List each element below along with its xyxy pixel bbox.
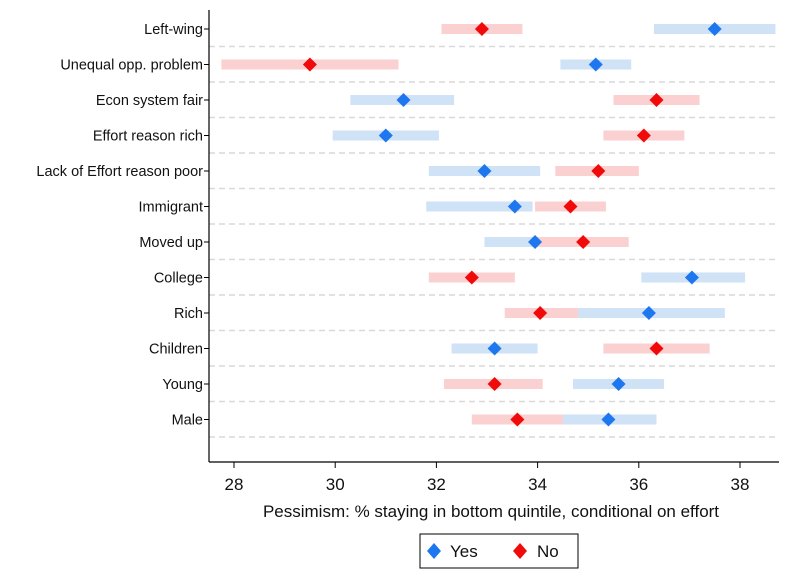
marker-yes-left-wing	[707, 22, 722, 36]
marker-no-lack-of-effort-reason-poor	[591, 164, 606, 178]
x-tick-label: 38	[731, 475, 750, 494]
category-label-left-wing: Left-wing	[144, 22, 203, 38]
marker-no-econ-system-fair	[649, 93, 664, 107]
marker-yes-male	[601, 412, 616, 427]
category-label-lack-of-effort-reason-poor: Lack of Effort reason poor	[36, 164, 203, 180]
marker-no-male	[510, 412, 525, 427]
x-tick-label: 34	[528, 475, 547, 494]
marker-no-college	[464, 270, 479, 285]
legend-no-label: No	[537, 542, 559, 561]
category-label-unequal-opp-problem: Unequal opp. problem	[60, 58, 203, 74]
marker-no-rich	[533, 306, 548, 320]
category-label-children: Children	[149, 342, 203, 358]
x-tick-label: 28	[225, 475, 244, 494]
marker-yes-rich	[641, 306, 656, 320]
category-labels: Left-wing Unequal opp. problem Econ system…	[36, 22, 209, 429]
x-tick-label: 32	[427, 475, 446, 494]
category-label-effort-reason-rich: Effort reason rich	[93, 129, 203, 145]
marker-no-moved-up	[576, 235, 591, 249]
marker-yes-immigrant	[507, 199, 522, 214]
legend-no-marker	[513, 543, 527, 559]
marker-yes-effort-reason-rich	[378, 128, 393, 143]
marker-yes-young	[611, 377, 626, 391]
marker-no-children	[649, 341, 664, 356]
marker-no-left-wing	[474, 22, 489, 36]
marker-no-young	[487, 377, 502, 391]
category-label-male: Male	[172, 413, 203, 429]
legend: Yes No	[419, 533, 579, 569]
point-markers	[302, 22, 722, 427]
category-label-young: Young	[162, 377, 203, 393]
marker-yes-econ-system-fair	[396, 93, 411, 107]
x-ticks: 28 30 32 34 36 38	[225, 462, 750, 494]
category-label-college: College	[154, 271, 203, 287]
legend-box	[419, 533, 579, 569]
x-tick-label: 30	[326, 475, 345, 494]
marker-yes-college	[684, 270, 699, 285]
category-label-rich: Rich	[174, 306, 203, 322]
ci-band-yes-moved-up	[484, 237, 568, 247]
marker-yes-unequal-opp-problem	[588, 57, 603, 72]
category-label-econ-system-fair: Econ system fair	[96, 93, 203, 109]
grid-lines	[209, 45, 779, 438]
ci-band-yes-immigrant	[426, 201, 533, 212]
legend-yes-label: Yes	[450, 542, 478, 561]
x-axis-title: Pessimism: % staying in bottom quintile,…	[263, 502, 719, 521]
marker-no-unequal-opp-problem	[302, 57, 317, 72]
axes	[208, 10, 779, 463]
marker-yes-lack-of-effort-reason-poor	[477, 164, 492, 178]
category-label-moved-up: Moved up	[139, 235, 203, 251]
marker-no-immigrant	[563, 199, 578, 214]
legend-yes-marker	[427, 543, 441, 559]
marker-yes-children	[487, 341, 502, 356]
marker-yes-moved-up	[528, 235, 543, 249]
marker-no-effort-reason-rich	[636, 128, 651, 143]
x-tick-label: 36	[629, 475, 648, 494]
category-label-immigrant: Immigrant	[139, 200, 203, 216]
